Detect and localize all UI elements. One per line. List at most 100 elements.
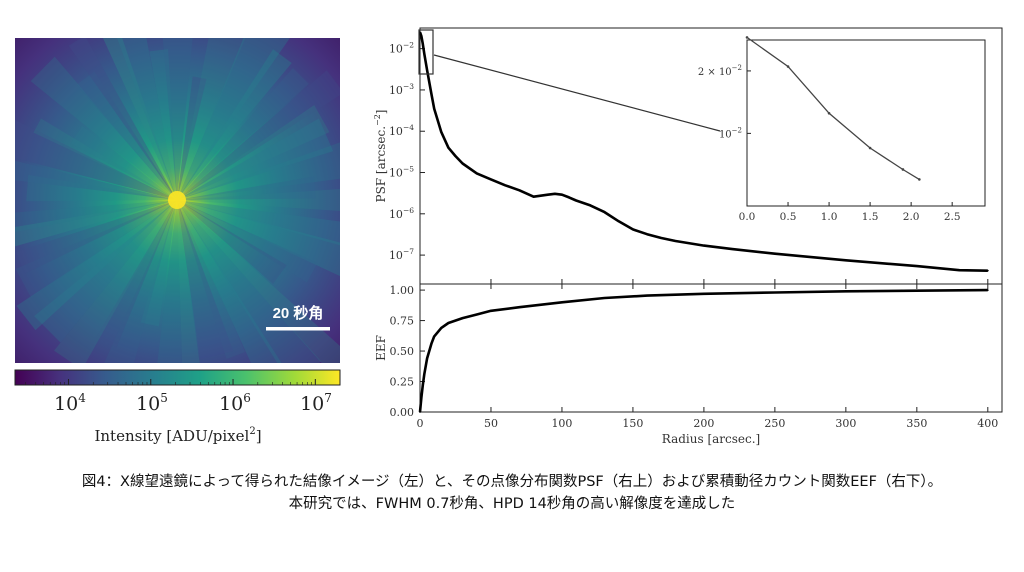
eef-x-tick-label: 250 [764, 417, 785, 430]
psf-y-axis-label: PSF [arcsec.−2] [373, 109, 388, 202]
xray-ray [16, 200, 178, 331]
inset-y-tick-labels: 2 × 10−2 10−2 [698, 64, 742, 140]
psf-y-tick-label: 10−5 [389, 165, 414, 180]
eef-data-point [844, 290, 847, 293]
xray-ray [117, 38, 177, 200]
psf-y-tick-label: 10−2 [389, 41, 414, 56]
xray-ray [102, 38, 177, 200]
xray-ray [177, 200, 340, 246]
eef-ticks [419, 279, 989, 413]
colorbar-tick-label: 107 [300, 391, 332, 415]
eef-x-tick-label: 350 [906, 417, 927, 430]
xray-ray [140, 200, 177, 327]
eef-y-axis-label: EEF [374, 335, 388, 361]
zoom-box [418, 29, 434, 75]
colorbar-tick-label: 106 [219, 391, 251, 415]
psf-data-point [461, 162, 464, 165]
colorbar-tick-label: 105 [136, 391, 168, 415]
xray-ray [68, 38, 177, 200]
xray-ray [177, 67, 309, 200]
xray-core [168, 191, 186, 209]
psf-data-point [632, 228, 634, 231]
eef-y-tick-label: 0.75 [390, 315, 415, 328]
eef-data-point [447, 322, 450, 324]
xray-ray [177, 200, 282, 363]
eef-data-point [915, 289, 918, 292]
psf-data-point [986, 269, 989, 272]
xray-image [15, 38, 340, 363]
xray-ray [15, 160, 177, 200]
psf-data-point [430, 93, 433, 95]
eef-data-point [518, 306, 521, 309]
eef-data-point [423, 373, 426, 376]
xray-ray [177, 142, 340, 200]
xray-ray [177, 200, 340, 363]
psf-data-point [518, 189, 521, 192]
psf-y-tick-label: 10−3 [389, 82, 414, 97]
eef-data-point [603, 297, 606, 299]
xray-ray [162, 38, 193, 200]
xray-ray [54, 200, 177, 363]
xray-ray [157, 200, 182, 363]
xray-ray [177, 200, 318, 283]
eef-data-points [419, 289, 989, 413]
xray-ray [15, 200, 177, 233]
psf-y-tick-label: 10−7 [389, 247, 414, 262]
inset-x-tick-label: 2.0 [903, 211, 920, 223]
inset-axes-frame [746, 39, 986, 207]
eef-data-point [430, 342, 433, 345]
xray-ray [15, 200, 177, 247]
colorbar-label: Intensity [ADU/pixel2] [94, 426, 261, 445]
colorbar-tick-label: 104 [54, 391, 86, 415]
xray-ray [177, 70, 340, 200]
xray-ray [177, 176, 316, 200]
xray-ray [177, 38, 246, 200]
inset-data-point [918, 178, 921, 181]
psf-y-tick-label: 10−4 [389, 123, 414, 138]
psf-data-point [553, 192, 556, 195]
xray-ray [70, 125, 177, 200]
psf-y-axis [420, 48, 425, 256]
inset-x-tick-label: 0.0 [739, 211, 756, 223]
eef-y-tick-label: 0.50 [390, 345, 415, 358]
inset-data-point [901, 168, 905, 171]
inset-data-point [745, 36, 749, 39]
xray-ray [177, 76, 207, 200]
psf-data-point [532, 195, 535, 198]
eef-data-point [561, 301, 563, 304]
xray-rays [15, 38, 340, 363]
inset-data-points [745, 36, 921, 181]
eef-data-point [426, 357, 428, 360]
xray-ray [33, 118, 177, 200]
eef-x-tick-label: 150 [622, 417, 643, 430]
xray-ray [76, 71, 177, 200]
eef-data-point [461, 317, 464, 320]
inset-x-tick-labels: 0.0 0.5 1.0 1.5 2.0 2.5 [739, 211, 961, 223]
eef-data-point [703, 292, 705, 295]
inset-data-point [786, 65, 790, 68]
psf-data-point [433, 107, 436, 110]
scale-bar-label: 20 秒角 [273, 304, 324, 322]
xray-ray [15, 200, 177, 298]
eef-x-tick-label: 100 [551, 417, 572, 430]
xray-ray [149, 49, 177, 201]
xray-ray [30, 56, 177, 200]
xray-ray [177, 118, 334, 200]
inset-x-tick-label: 1.5 [862, 211, 879, 223]
psf-data-point [844, 259, 847, 262]
xray-ray [26, 174, 177, 202]
xray-ray [177, 200, 200, 363]
eef-data-point [986, 289, 989, 291]
psf-data-point [617, 220, 620, 223]
eef-x-tick-label: 200 [693, 417, 714, 430]
psf-data-point [420, 35, 423, 38]
xray-ray [177, 189, 340, 211]
inset-data-point [827, 111, 831, 115]
eef-x-tick-label: 0 [417, 417, 424, 430]
inset-ticks [746, 70, 953, 206]
eef-data-point [419, 411, 421, 413]
psf-data-point [421, 43, 424, 45]
inset-data-point [868, 146, 872, 150]
caption-line-1: 図4：X線望遠鏡によって得られた結像イメージ（左）と、その点像分布関数PSF（右… [81, 474, 943, 490]
